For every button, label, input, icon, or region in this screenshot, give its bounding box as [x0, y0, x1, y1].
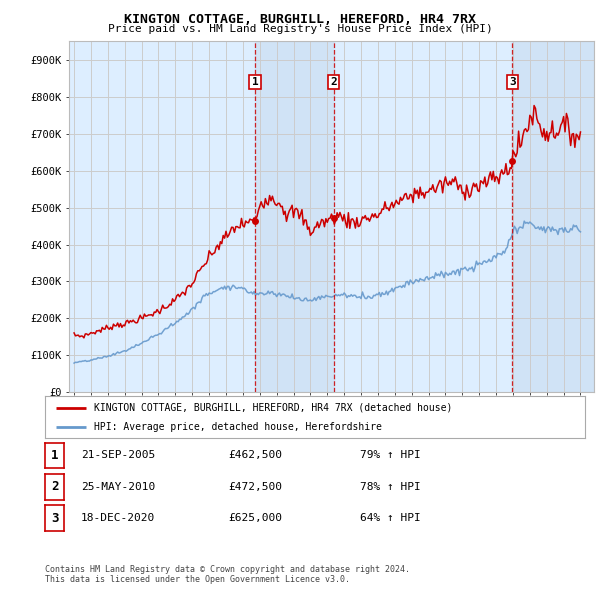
Text: 64% ↑ HPI: 64% ↑ HPI — [360, 513, 421, 523]
Text: 2: 2 — [51, 480, 58, 493]
Bar — [512, 41, 594, 392]
Text: £462,500: £462,500 — [228, 451, 282, 460]
Text: Price paid vs. HM Land Registry's House Price Index (HPI): Price paid vs. HM Land Registry's House … — [107, 24, 493, 34]
Text: 1: 1 — [251, 77, 259, 87]
Text: 18-DEC-2020: 18-DEC-2020 — [81, 513, 155, 523]
Text: 1: 1 — [51, 449, 58, 462]
Text: KINGTON COTTAGE, BURGHILL, HEREFORD, HR4 7RX (detached house): KINGTON COTTAGE, BURGHILL, HEREFORD, HR4… — [94, 402, 452, 412]
Bar — [255, 41, 334, 392]
Text: 79% ↑ HPI: 79% ↑ HPI — [360, 451, 421, 460]
Text: KINGTON COTTAGE, BURGHILL, HEREFORD, HR4 7RX: KINGTON COTTAGE, BURGHILL, HEREFORD, HR4… — [124, 13, 476, 26]
Text: 3: 3 — [509, 77, 515, 87]
Text: 21-SEP-2005: 21-SEP-2005 — [81, 451, 155, 460]
Text: 2: 2 — [331, 77, 337, 87]
Text: 3: 3 — [51, 512, 58, 525]
Text: £472,500: £472,500 — [228, 482, 282, 491]
Text: HPI: Average price, detached house, Herefordshire: HPI: Average price, detached house, Here… — [94, 422, 382, 432]
Text: Contains HM Land Registry data © Crown copyright and database right 2024.
This d: Contains HM Land Registry data © Crown c… — [45, 565, 410, 584]
Text: 78% ↑ HPI: 78% ↑ HPI — [360, 482, 421, 491]
Text: £625,000: £625,000 — [228, 513, 282, 523]
Text: 25-MAY-2010: 25-MAY-2010 — [81, 482, 155, 491]
